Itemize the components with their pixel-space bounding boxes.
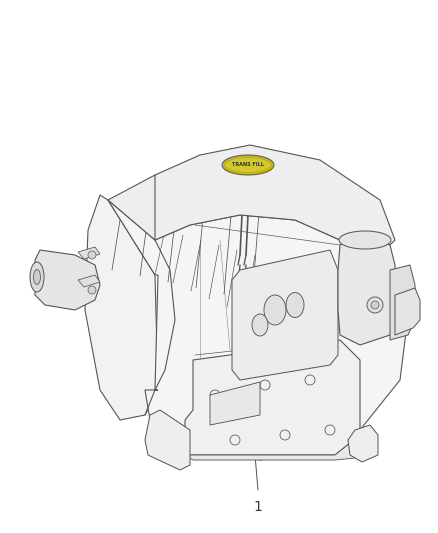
- Polygon shape: [140, 145, 395, 255]
- Polygon shape: [210, 382, 260, 425]
- Polygon shape: [185, 340, 360, 455]
- Polygon shape: [390, 265, 415, 340]
- Polygon shape: [108, 200, 410, 460]
- Ellipse shape: [30, 262, 44, 292]
- Text: TRANS FILL: TRANS FILL: [232, 163, 264, 167]
- Ellipse shape: [225, 157, 271, 173]
- Polygon shape: [348, 425, 378, 462]
- Polygon shape: [85, 195, 158, 420]
- Ellipse shape: [33, 270, 40, 285]
- Polygon shape: [108, 175, 155, 240]
- Ellipse shape: [286, 293, 304, 318]
- Circle shape: [88, 286, 96, 294]
- Ellipse shape: [339, 231, 391, 249]
- Polygon shape: [338, 235, 395, 345]
- Polygon shape: [78, 275, 100, 287]
- Ellipse shape: [264, 295, 286, 325]
- Polygon shape: [145, 410, 190, 470]
- Polygon shape: [395, 288, 420, 335]
- Ellipse shape: [222, 155, 274, 175]
- Polygon shape: [35, 250, 100, 310]
- Circle shape: [88, 251, 96, 259]
- Circle shape: [367, 297, 383, 313]
- Ellipse shape: [252, 314, 268, 336]
- Polygon shape: [232, 250, 338, 380]
- Text: 1: 1: [254, 500, 262, 514]
- Polygon shape: [78, 247, 100, 259]
- Polygon shape: [185, 435, 360, 460]
- Circle shape: [371, 301, 379, 309]
